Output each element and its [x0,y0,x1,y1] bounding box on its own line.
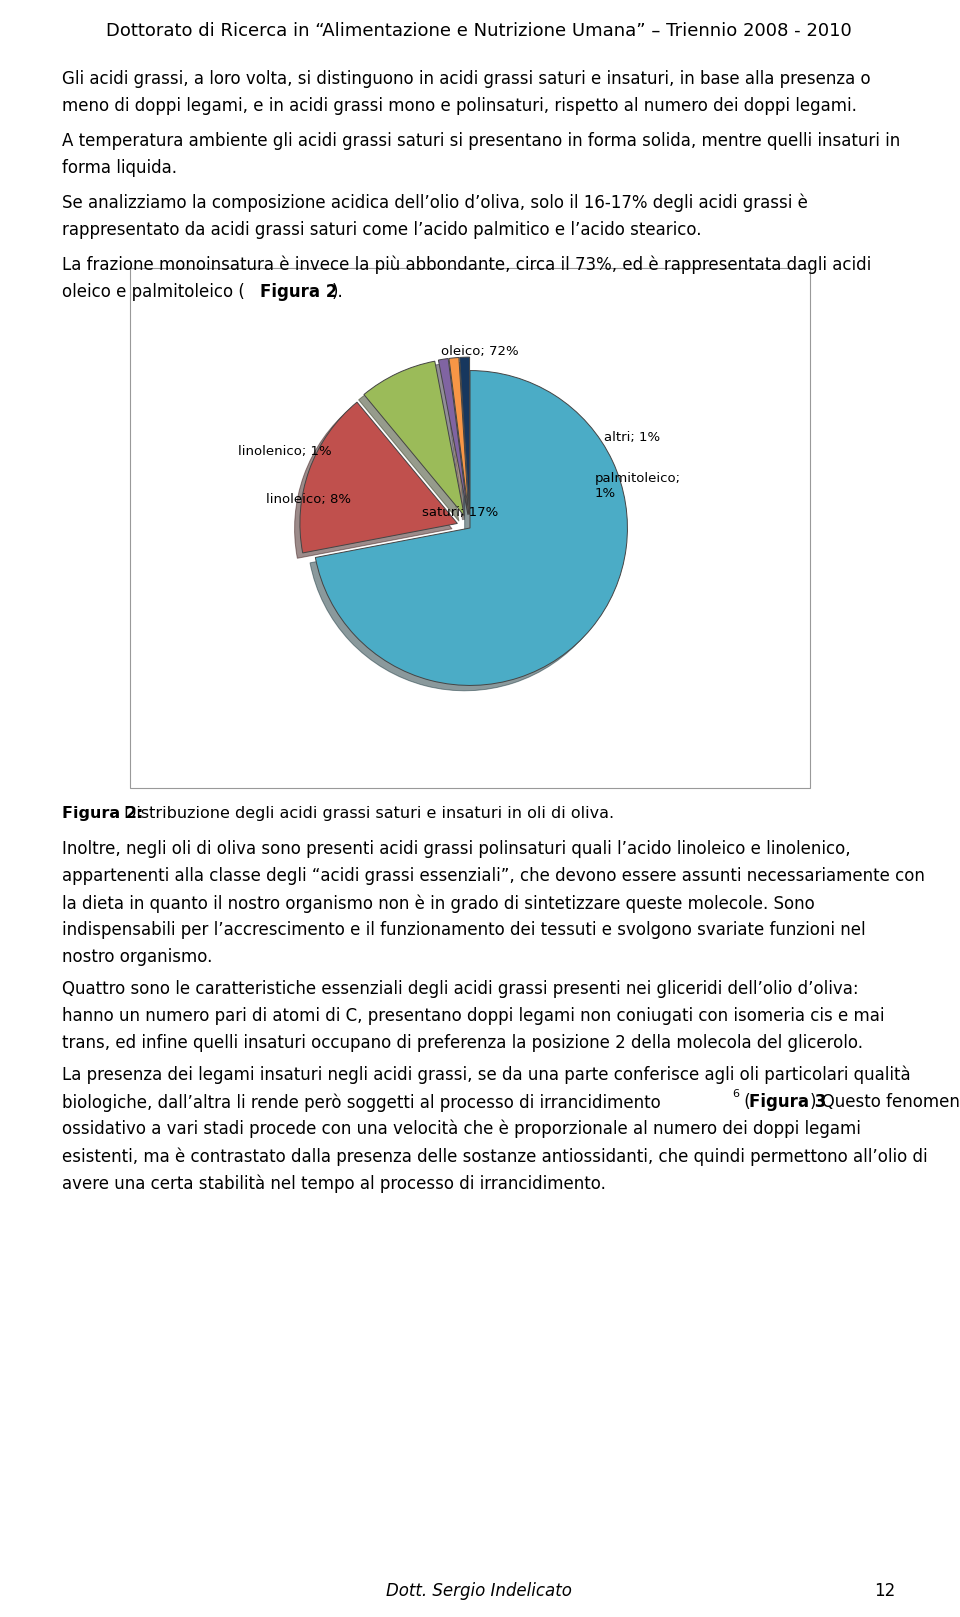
Text: oleico e palmitoleico (: oleico e palmitoleico ( [62,283,245,301]
Text: Gli acidi grassi, a loro volta, si distinguono in acidi grassi saturi e insaturi: Gli acidi grassi, a loro volta, si disti… [62,70,871,87]
Text: La frazione monoinsatura è invece la più abbondante, circa il 73%, ed è rapprese: La frazione monoinsatura è invece la più… [62,255,872,275]
Text: Figura 2:: Figura 2: [62,805,149,821]
Text: rappresentato da acidi grassi saturi come l’acido palmitico e l’acido stearico.: rappresentato da acidi grassi saturi com… [62,222,702,239]
Text: Inoltre, negli oli di oliva sono presenti acidi grassi polinsaturi quali l’acido: Inoltre, negli oli di oliva sono present… [62,839,851,859]
Text: La presenza dei legami insaturi negli acidi grassi, se da una parte conferisce a: La presenza dei legami insaturi negli ac… [62,1066,911,1085]
Text: appartenenti alla classe degli “acidi grassi essenziali”, che devono essere assu: appartenenti alla classe degli “acidi gr… [62,867,924,884]
Text: avere una certa stabilità nel tempo al processo di irrancidimento.: avere una certa stabilità nel tempo al p… [62,1174,606,1192]
Text: la dieta in quanto il nostro organismo non è in grado di sintetizzare queste mol: la dieta in quanto il nostro organismo n… [62,894,815,912]
Text: altri; 1%: altri; 1% [605,432,660,445]
Text: ossidativo a vari stadi procede con una velocità che è proporzionale al numero d: ossidativo a vari stadi procede con una … [62,1121,861,1138]
Text: A temperatura ambiente gli acidi grassi saturi si presentano in forma solida, me: A temperatura ambiente gli acidi grassi … [62,133,900,150]
Text: saturi; 17%: saturi; 17% [422,506,498,519]
Wedge shape [364,361,465,516]
Text: Dott. Sergio Indelicato: Dott. Sergio Indelicato [386,1581,571,1599]
Wedge shape [439,359,468,514]
Wedge shape [315,370,628,686]
Text: ).: ). [332,283,344,301]
Text: oleico; 72%: oleico; 72% [441,344,518,357]
Text: hanno un numero pari di atomi di C, presentano doppi legami non coniugati con is: hanno un numero pari di atomi di C, pres… [62,1007,884,1025]
Text: Dottorato di Ricerca in “Alimentazione e Nutrizione Umana” – Triennio 2008 - 201: Dottorato di Ricerca in “Alimentazione e… [106,23,852,40]
Text: biologiche, dall’altra li rende però soggetti al processo di irrancidimento: biologiche, dall’altra li rende però sog… [62,1093,660,1111]
Wedge shape [449,357,468,514]
Wedge shape [460,357,469,514]
Text: 6: 6 [732,1088,739,1100]
Text: meno di doppi legami, e in acidi grassi mono e polinsaturi, rispetto al numero d: meno di doppi legami, e in acidi grassi … [62,97,857,115]
Wedge shape [300,403,457,553]
Text: ).Questo fenomeno: ).Questo fenomeno [810,1093,960,1111]
Text: nostro organismo.: nostro organismo. [62,948,212,965]
Text: linolenico; 1%: linolenico; 1% [238,445,332,458]
Text: trans, ed infine quelli insaturi occupano di preferenza la posizione 2 della mol: trans, ed infine quelli insaturi occupan… [62,1033,863,1053]
Text: forma liquida.: forma liquida. [62,158,177,176]
Text: linoleico; 8%: linoleico; 8% [266,493,351,506]
Text: (: ( [739,1093,751,1111]
Text: esistenti, ma è contrastato dalla presenza delle sostanze antiossidanti, che qui: esistenti, ma è contrastato dalla presen… [62,1146,927,1166]
Text: palmitoleico;
1%: palmitoleico; 1% [595,472,681,500]
Text: 12: 12 [874,1581,895,1599]
Text: Quattro sono le caratteristiche essenziali degli acidi grassi presenti nei glice: Quattro sono le caratteristiche essenzia… [62,980,858,998]
Text: indispensabili per l’accrescimento e il funzionamento dei tessuti e svolgono sva: indispensabili per l’accrescimento e il … [62,922,866,939]
Text: Distribuzione degli acidi grassi saturi e insaturi in oli di oliva.: Distribuzione degli acidi grassi saturi … [124,805,614,821]
Text: Se analizziamo la composizione acidica dell’olio d’oliva, solo il 16-17% degli a: Se analizziamo la composizione acidica d… [62,194,808,212]
Text: Figura 3: Figura 3 [749,1093,827,1111]
Text: Figura 2: Figura 2 [260,283,337,301]
